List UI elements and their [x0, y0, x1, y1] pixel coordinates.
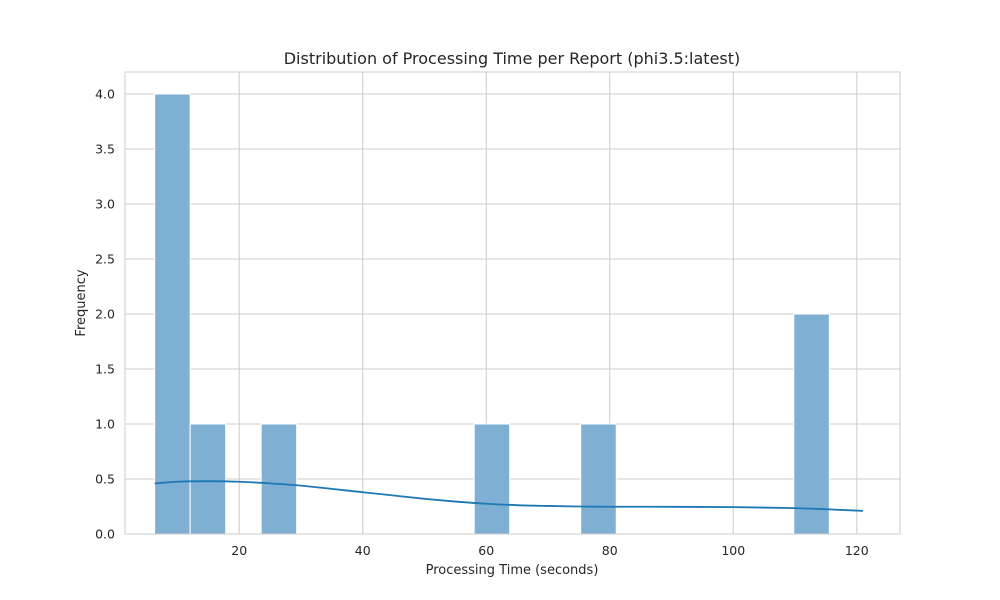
- x-tick-label: 20: [231, 543, 247, 558]
- x-tick-label: 60: [478, 543, 494, 558]
- histogram-bar: [189, 423, 227, 535]
- y-tick-label: 3.5: [95, 142, 115, 157]
- y-axis-ticks: 0.0 0.5 1.0 1.5 2.0 2.5 3.0 3.5 4.0: [95, 87, 115, 542]
- y-axis-label: Frequency: [74, 269, 89, 336]
- y-tick-label: 0.5: [95, 472, 115, 487]
- y-tick-label: 1.5: [95, 362, 115, 377]
- y-tick-label: 3.0: [95, 197, 115, 212]
- histogram-bar: [580, 423, 617, 535]
- y-tick-label: 1.0: [95, 417, 115, 432]
- kde-curve: [154, 480, 863, 512]
- histogram-bar: [154, 93, 191, 535]
- plot-frame: [124, 71, 901, 535]
- histogram-bar: [793, 313, 830, 535]
- histogram-bars: [154, 93, 830, 535]
- histogram-bar: [260, 423, 298, 535]
- x-axis-label: Processing Time (seconds): [426, 563, 599, 578]
- grid-lines: [125, 72, 900, 535]
- y-tick-label: 2.5: [95, 252, 115, 267]
- y-tick-label: 0.0: [95, 527, 115, 542]
- x-tick-label: 120: [845, 543, 869, 558]
- x-tick-label: 100: [721, 543, 745, 558]
- x-tick-label: 40: [355, 543, 371, 558]
- chart-title: Distribution of Processing Time per Repo…: [284, 49, 741, 68]
- histogram-bar: [473, 423, 511, 535]
- y-tick-label: 4.0: [95, 87, 115, 102]
- x-axis-ticks: 20 40 60 80 100 120: [231, 543, 868, 558]
- plot-background: [125, 72, 900, 534]
- x-tick-label: 80: [602, 543, 618, 558]
- y-tick-label: 2.0: [95, 307, 115, 322]
